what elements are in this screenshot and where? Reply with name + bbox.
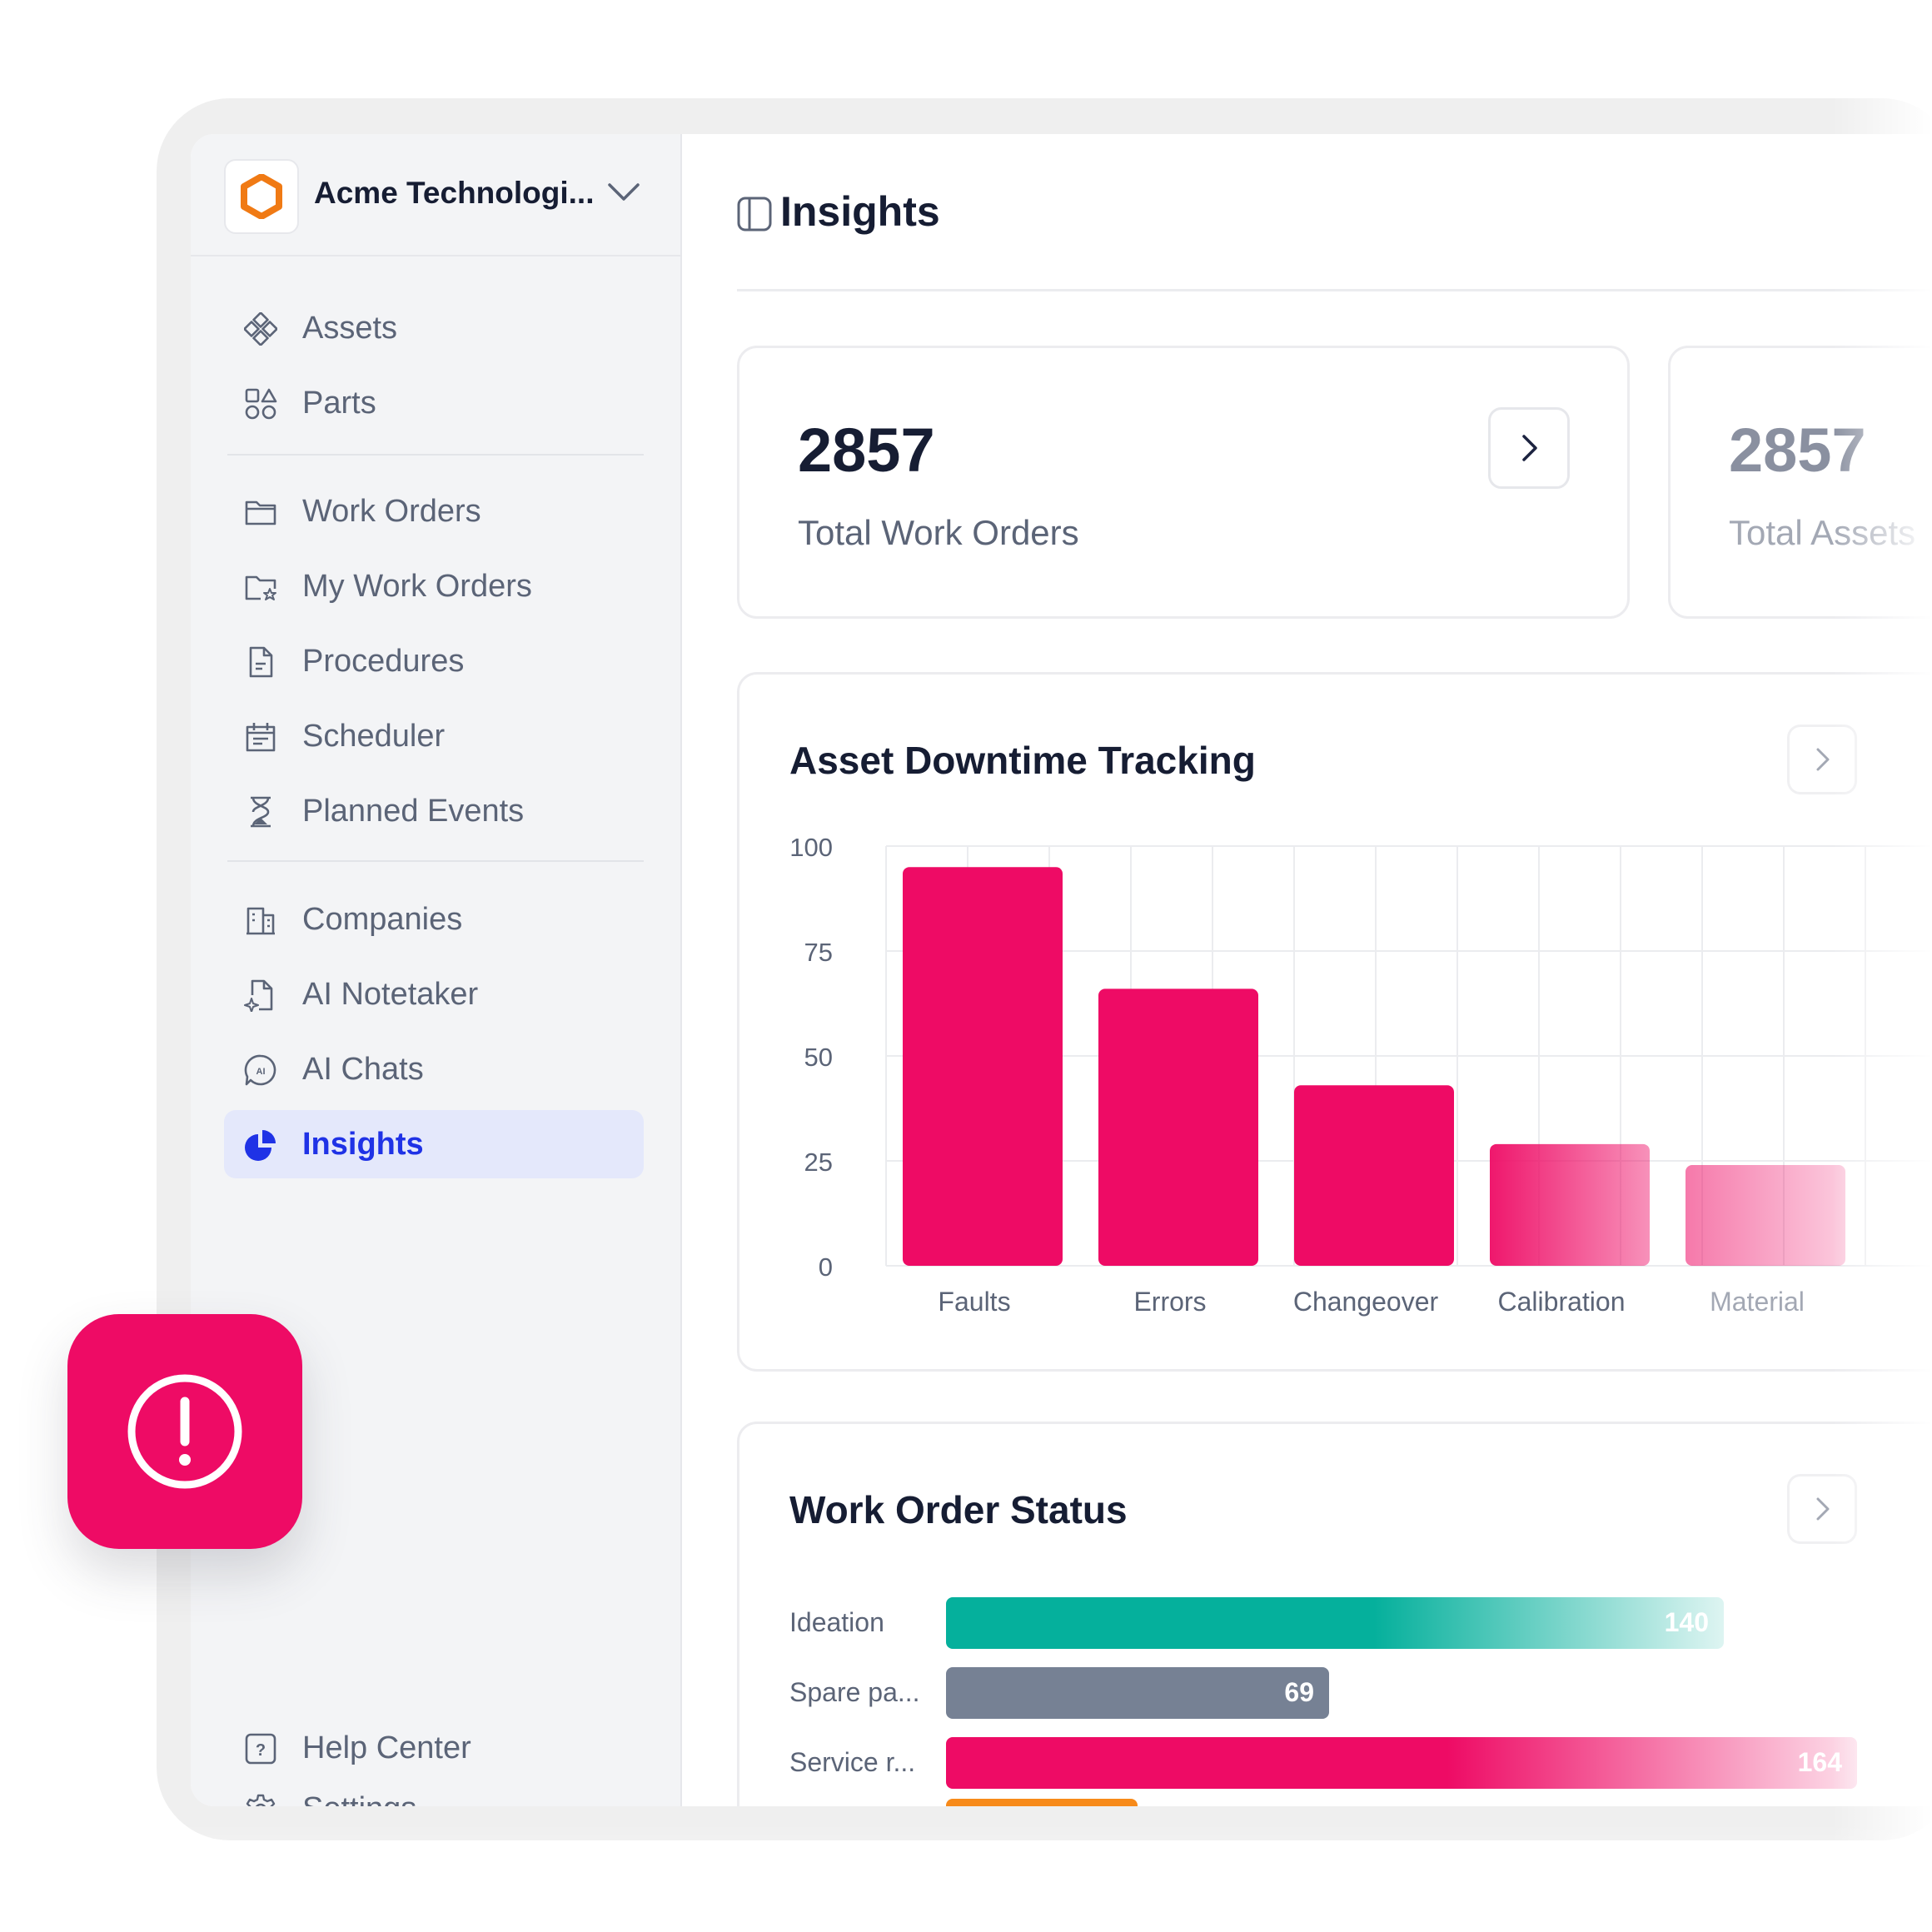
- kpi-label: Total Work Orders: [798, 513, 1079, 552]
- sidebar-item-settings[interactable]: Settings: [224, 1775, 644, 1806]
- company-switcher[interactable]: Acme Technologi...: [191, 134, 680, 256]
- calendar-icon: [246, 723, 276, 752]
- app-window: Acme Technologi... Assets: [191, 134, 1932, 1806]
- sidebar-item-label: Planned Events: [302, 794, 525, 829]
- status-bar[interactable]: 164: [946, 1737, 1857, 1789]
- page-title: Insights: [780, 188, 940, 235]
- sidebar-item-ai-notetaker[interactable]: AI Notetaker: [224, 960, 644, 1028]
- folder-icon: [245, 500, 276, 525]
- alert-badge[interactable]: [67, 1314, 302, 1549]
- sidebar-item-label: My Work Orders: [302, 569, 532, 604]
- hourglass-icon: [251, 796, 271, 828]
- sidebar-item-parts[interactable]: Parts: [224, 369, 644, 437]
- y-tick-label: 25: [804, 1148, 833, 1177]
- open-work-orders-button[interactable]: [1488, 407, 1570, 489]
- sidebar-divider: [227, 454, 644, 456]
- downtime-bar-chart: 100 75 50 25 0 Faults Errors Changeover Calibrat…: [789, 833, 1932, 1317]
- status-row-label: Spare pa...: [789, 1677, 920, 1707]
- folder-star-icon: [245, 575, 276, 600]
- work-order-status-card: Work Order Status Ideation 140 Spare pa...…: [737, 1422, 1932, 1806]
- status-row-label: Service r...: [789, 1747, 916, 1777]
- sidebar-item-help-center[interactable]: ? Help Center: [224, 1714, 644, 1782]
- sidebar-item-label: Settings: [302, 1791, 416, 1806]
- y-tick-label: 75: [804, 938, 833, 967]
- sidebar-item-work-orders[interactable]: Work Orders: [224, 477, 644, 545]
- x-tick-label: Errors: [1133, 1287, 1206, 1317]
- sidebar-item-label: AI Notetaker: [302, 977, 479, 1012]
- sidebar-item-label: Procedures: [302, 644, 465, 679]
- sidebar-item-label: Insights: [302, 1127, 424, 1162]
- sidebar-item-label: Companies: [302, 902, 463, 937]
- chart-title: Work Order Status: [789, 1488, 1128, 1531]
- document-icon: [249, 646, 273, 678]
- sidebar-item-scheduler[interactable]: Scheduler: [224, 702, 644, 770]
- sidebar-item-label: Help Center: [302, 1730, 471, 1765]
- company-name: Acme Technologi...: [314, 176, 595, 210]
- chart-title: Asset Downtime Tracking: [789, 739, 1256, 782]
- assets-icon: [244, 312, 277, 346]
- bar-calibration[interactable]: [1490, 1143, 1650, 1266]
- ai-note-icon: [244, 979, 273, 1012]
- sidebar-item-label: Parts: [302, 386, 376, 421]
- pie-chart-icon: [245, 1130, 276, 1161]
- y-tick-label: 0: [819, 1252, 833, 1282]
- svg-text:?: ?: [256, 1741, 266, 1760]
- sidebar-item-companies[interactable]: Companies: [224, 885, 644, 954]
- svg-text:AI: AI: [256, 1067, 266, 1077]
- chevron-right-icon: [1816, 1497, 1830, 1521]
- kpi-value: 2857: [798, 416, 935, 485]
- sidebar-divider: [227, 860, 644, 862]
- sidebar-toggle-icon[interactable]: [737, 197, 772, 232]
- parts-icon: [245, 388, 277, 420]
- sidebar-item-procedures[interactable]: Procedures: [224, 627, 644, 695]
- right-fade-overlay: [1832, 0, 1932, 1932]
- help-icon: ?: [245, 1733, 276, 1765]
- status-bar[interactable]: 69: [946, 1667, 1329, 1719]
- alert-icon: [127, 1374, 242, 1489]
- sidebar: Acme Technologi... Assets: [191, 134, 682, 1806]
- chevron-right-icon: [1816, 748, 1830, 771]
- ai-chat-icon: AI: [244, 1054, 276, 1086]
- building-icon: [246, 907, 275, 935]
- sidebar-item-assets[interactable]: Assets: [224, 294, 644, 362]
- y-tick-label: 100: [789, 833, 833, 862]
- bar-material[interactable]: [1686, 1165, 1845, 1266]
- chevron-down-icon[interactable]: [607, 181, 640, 204]
- asset-downtime-card: Asset Downtime Tracking 100 75 50 25 0 Faults…: [737, 672, 1932, 1372]
- status-row-label: Ideation: [789, 1607, 884, 1637]
- hexagon-logo-icon: [241, 174, 282, 219]
- sidebar-item-label: Scheduler: [302, 719, 446, 754]
- status-bar-partial: [946, 1799, 1138, 1806]
- sidebar-item-ai-chats[interactable]: AI AI Chats: [224, 1035, 644, 1103]
- x-tick-label: Changeover: [1293, 1287, 1439, 1317]
- main-content: Insights 2857 Total Work Orders 2857 Tot…: [682, 134, 1932, 1806]
- chevron-right-icon: [1522, 435, 1537, 461]
- bar-changeover[interactable]: [1294, 1085, 1454, 1266]
- company-logo: [224, 159, 299, 234]
- gear-icon: [246, 1794, 276, 1806]
- bar-errors[interactable]: [1098, 988, 1258, 1266]
- sidebar-item-insights[interactable]: Insights: [224, 1110, 644, 1178]
- status-bar-value: 69: [1284, 1677, 1314, 1707]
- sidebar-item-label: Assets: [302, 311, 398, 346]
- status-bar[interactable]: 140: [946, 1597, 1724, 1649]
- sidebar-item-my-work-orders[interactable]: My Work Orders: [224, 552, 644, 620]
- y-tick-label: 50: [804, 1043, 833, 1072]
- sidebar-item-planned-events[interactable]: Planned Events: [224, 777, 644, 845]
- x-tick-label: Calibration: [1498, 1287, 1626, 1317]
- kpi-card-work-orders[interactable]: 2857 Total Work Orders: [737, 346, 1630, 619]
- sidebar-item-label: AI Chats: [302, 1052, 424, 1087]
- bottom-fade-overlay: [0, 1824, 1932, 1932]
- bar-faults[interactable]: [903, 867, 1063, 1266]
- header-divider: [737, 289, 1932, 291]
- x-tick-label: Material: [1710, 1287, 1805, 1317]
- status-bar-value: 140: [1664, 1607, 1709, 1637]
- sidebar-item-label: Work Orders: [302, 494, 481, 529]
- x-tick-label: Faults: [938, 1287, 1010, 1317]
